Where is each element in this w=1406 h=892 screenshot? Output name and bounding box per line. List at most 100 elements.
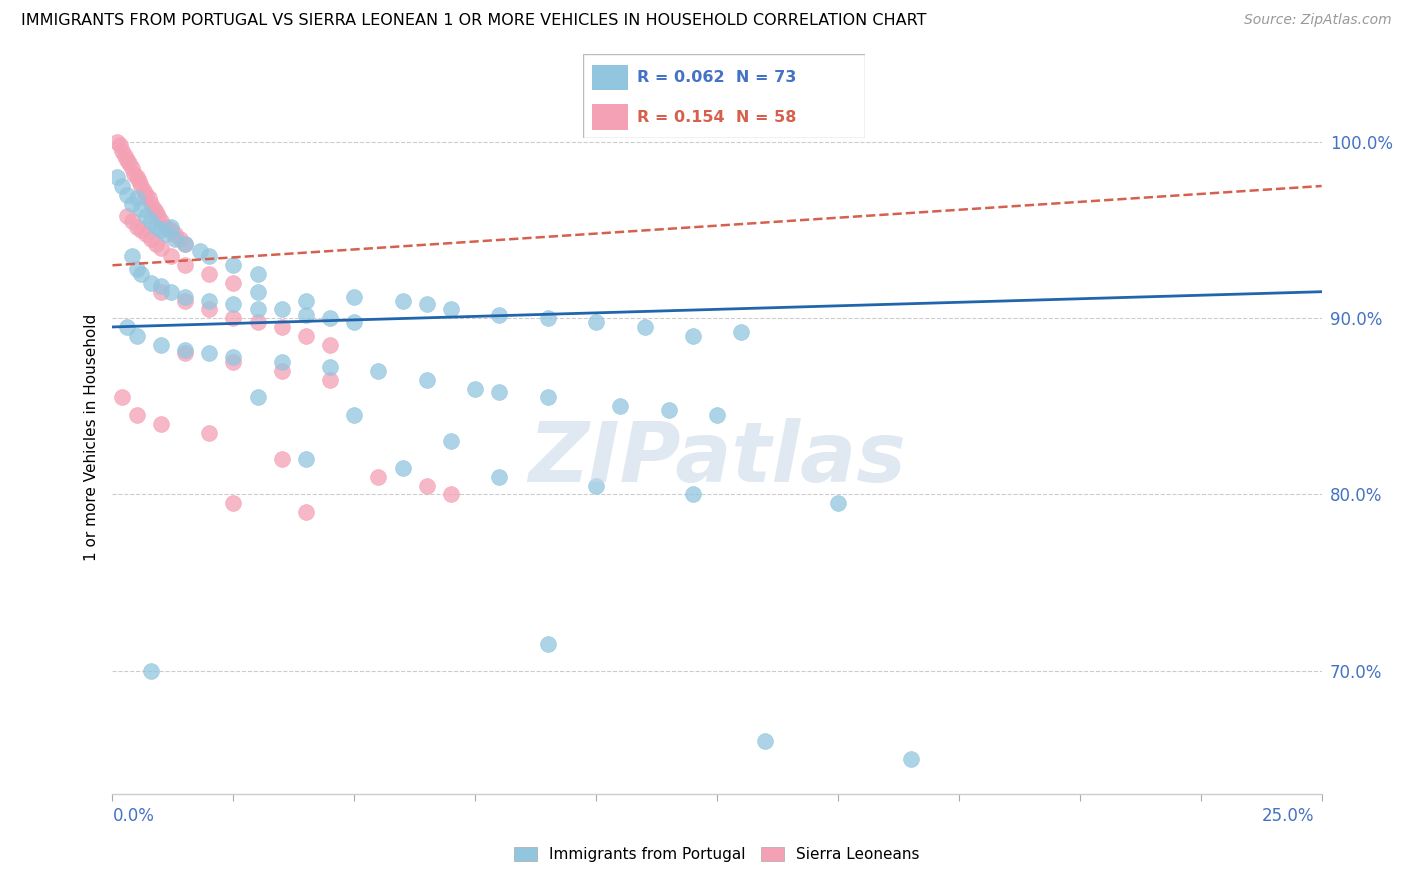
Point <box>246 267 269 281</box>
Point <box>121 214 143 228</box>
Point <box>165 227 187 241</box>
Point <box>115 209 138 223</box>
Point <box>367 469 389 483</box>
Point <box>343 290 366 304</box>
Point <box>131 223 153 237</box>
Point <box>149 279 172 293</box>
Point <box>464 382 486 396</box>
Point <box>131 267 153 281</box>
Legend: Immigrants from Portugal, Sierra Leoneans: Immigrants from Portugal, Sierra Leonean… <box>508 841 927 868</box>
Point <box>537 637 560 651</box>
Bar <box>592 104 628 130</box>
Point <box>440 487 463 501</box>
Point <box>174 237 197 252</box>
Point <box>222 496 245 510</box>
Point <box>141 214 163 228</box>
Point <box>174 346 197 360</box>
Point <box>138 191 160 205</box>
Point <box>141 232 163 246</box>
Text: Source: ZipAtlas.com: Source: ZipAtlas.com <box>1244 13 1392 28</box>
Point <box>222 355 245 369</box>
Bar <box>592 64 628 90</box>
Point <box>125 408 148 422</box>
Point <box>198 302 221 317</box>
Point <box>115 187 138 202</box>
Point <box>159 223 181 237</box>
Point <box>270 452 292 467</box>
Point <box>198 346 221 360</box>
Point <box>108 138 131 153</box>
Point <box>165 232 187 246</box>
Point <box>155 227 177 241</box>
Text: ZIPatlas: ZIPatlas <box>529 418 905 499</box>
Point <box>319 373 342 387</box>
Point <box>131 202 153 216</box>
Point <box>174 258 197 272</box>
FancyBboxPatch shape <box>583 54 865 138</box>
Point <box>159 219 181 234</box>
Point <box>174 293 197 308</box>
Point <box>295 308 318 322</box>
Point <box>198 425 221 440</box>
Point <box>111 144 134 158</box>
Point <box>159 250 181 264</box>
Point <box>295 328 318 343</box>
Point <box>142 202 165 216</box>
Point <box>246 315 269 329</box>
Point <box>682 328 704 343</box>
Point <box>198 293 221 308</box>
Point <box>149 417 172 431</box>
Point <box>198 267 221 281</box>
Point <box>367 364 389 378</box>
Point <box>145 219 167 234</box>
Point <box>105 135 128 149</box>
Text: IMMIGRANTS FROM PORTUGAL VS SIERRA LEONEAN 1 OR MORE VEHICLES IN HOUSEHOLD CORRE: IMMIGRANTS FROM PORTUGAL VS SIERRA LEONE… <box>21 13 927 29</box>
Point <box>633 320 655 334</box>
Point <box>391 461 413 475</box>
Point <box>416 297 439 311</box>
Point <box>440 434 463 449</box>
Point <box>125 328 148 343</box>
Point <box>114 149 136 163</box>
Point <box>222 276 245 290</box>
Point <box>270 355 292 369</box>
Point <box>391 293 413 308</box>
Point <box>135 227 157 241</box>
Point <box>128 174 150 188</box>
Point <box>416 478 439 492</box>
Point <box>141 196 163 211</box>
Point <box>125 261 148 276</box>
Point <box>122 167 145 181</box>
Point <box>121 250 143 264</box>
Text: 25.0%: 25.0% <box>1263 807 1315 825</box>
Point <box>169 232 191 246</box>
Point <box>149 285 172 299</box>
Point <box>115 320 138 334</box>
Point <box>488 469 510 483</box>
Point <box>149 214 172 228</box>
Point <box>145 237 167 252</box>
Point <box>118 156 141 170</box>
Point <box>246 285 269 299</box>
Point <box>319 311 342 326</box>
Point <box>440 302 463 317</box>
Point <box>295 452 318 467</box>
Point <box>827 496 849 510</box>
Text: R = 0.154  N = 58: R = 0.154 N = 58 <box>637 110 796 125</box>
Point <box>125 170 148 185</box>
Point <box>198 250 221 264</box>
Point <box>537 311 560 326</box>
Point <box>416 373 439 387</box>
Point <box>125 219 148 234</box>
Point <box>706 408 728 422</box>
Point <box>585 315 607 329</box>
Point <box>246 391 269 405</box>
Point <box>754 734 776 748</box>
Text: 0.0%: 0.0% <box>112 807 155 825</box>
Point <box>121 196 143 211</box>
Point <box>270 302 292 317</box>
Point <box>222 311 245 326</box>
Point <box>145 205 167 219</box>
Point <box>246 302 269 317</box>
Point <box>174 343 197 357</box>
